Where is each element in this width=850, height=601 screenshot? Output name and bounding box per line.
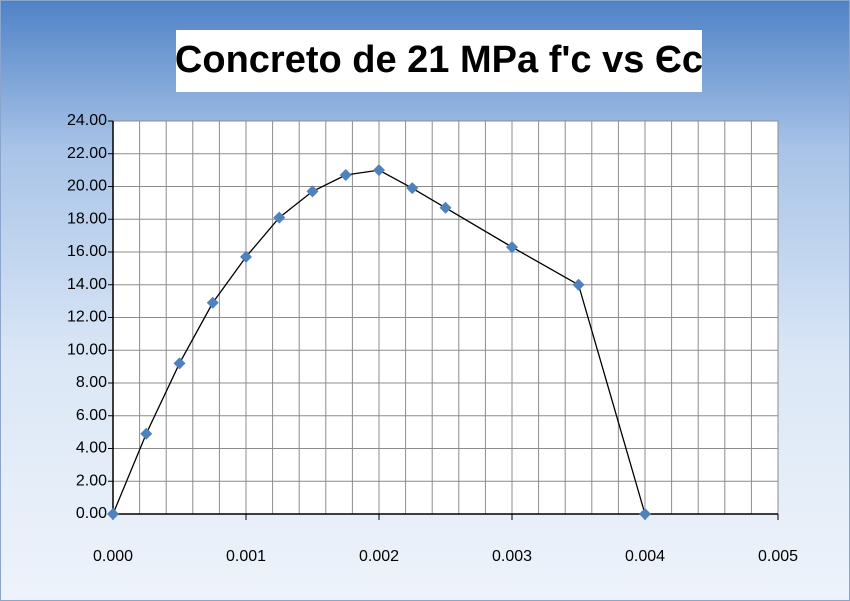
- data-point: [140, 427, 153, 440]
- y-tick-label: 24.00: [67, 112, 107, 129]
- y-tick-label: 0.00: [76, 505, 107, 522]
- y-tick-label: 8.00: [76, 374, 107, 391]
- data-point: [107, 508, 119, 520]
- y-tick-label: 4.00: [76, 440, 107, 457]
- data-point: [339, 169, 352, 182]
- y-tick-label: 12.00: [67, 309, 107, 326]
- title-box: [176, 30, 702, 92]
- y-tick-label: 22.00: [67, 145, 107, 162]
- chart-title: Concreto de 21 MPa f'c vs Єc: [175, 39, 703, 81]
- series-line: [112, 169, 646, 515]
- data-point: [406, 182, 419, 195]
- data-point: [506, 241, 518, 254]
- data-point: [173, 357, 186, 370]
- data-point: [306, 185, 319, 198]
- y-tick-label: 20.00: [67, 178, 107, 195]
- data-point: [373, 164, 385, 177]
- data-point: [240, 250, 252, 263]
- x-tick-label: 0.000: [93, 548, 133, 565]
- data-point: [572, 278, 585, 291]
- y-tick-label: 6.00: [76, 407, 107, 424]
- y-tick-label: 10.00: [67, 341, 107, 358]
- data-point: [273, 211, 286, 224]
- y-tick-label: 16.00: [67, 243, 107, 260]
- x-tick-label: 0.003: [492, 548, 532, 565]
- y-tick-label: 18.00: [67, 210, 107, 227]
- x-tick-label: 0.002: [359, 548, 399, 565]
- data-point: [639, 508, 651, 520]
- data-point: [439, 201, 452, 214]
- y-tick-label: 2.00: [76, 472, 107, 489]
- data-point: [206, 296, 219, 309]
- x-tick-label: 0.004: [625, 548, 665, 565]
- x-tick-label: 0.005: [758, 548, 798, 565]
- y-tick-label: 14.00: [67, 276, 107, 293]
- x-tick-label: 0.001: [226, 548, 266, 565]
